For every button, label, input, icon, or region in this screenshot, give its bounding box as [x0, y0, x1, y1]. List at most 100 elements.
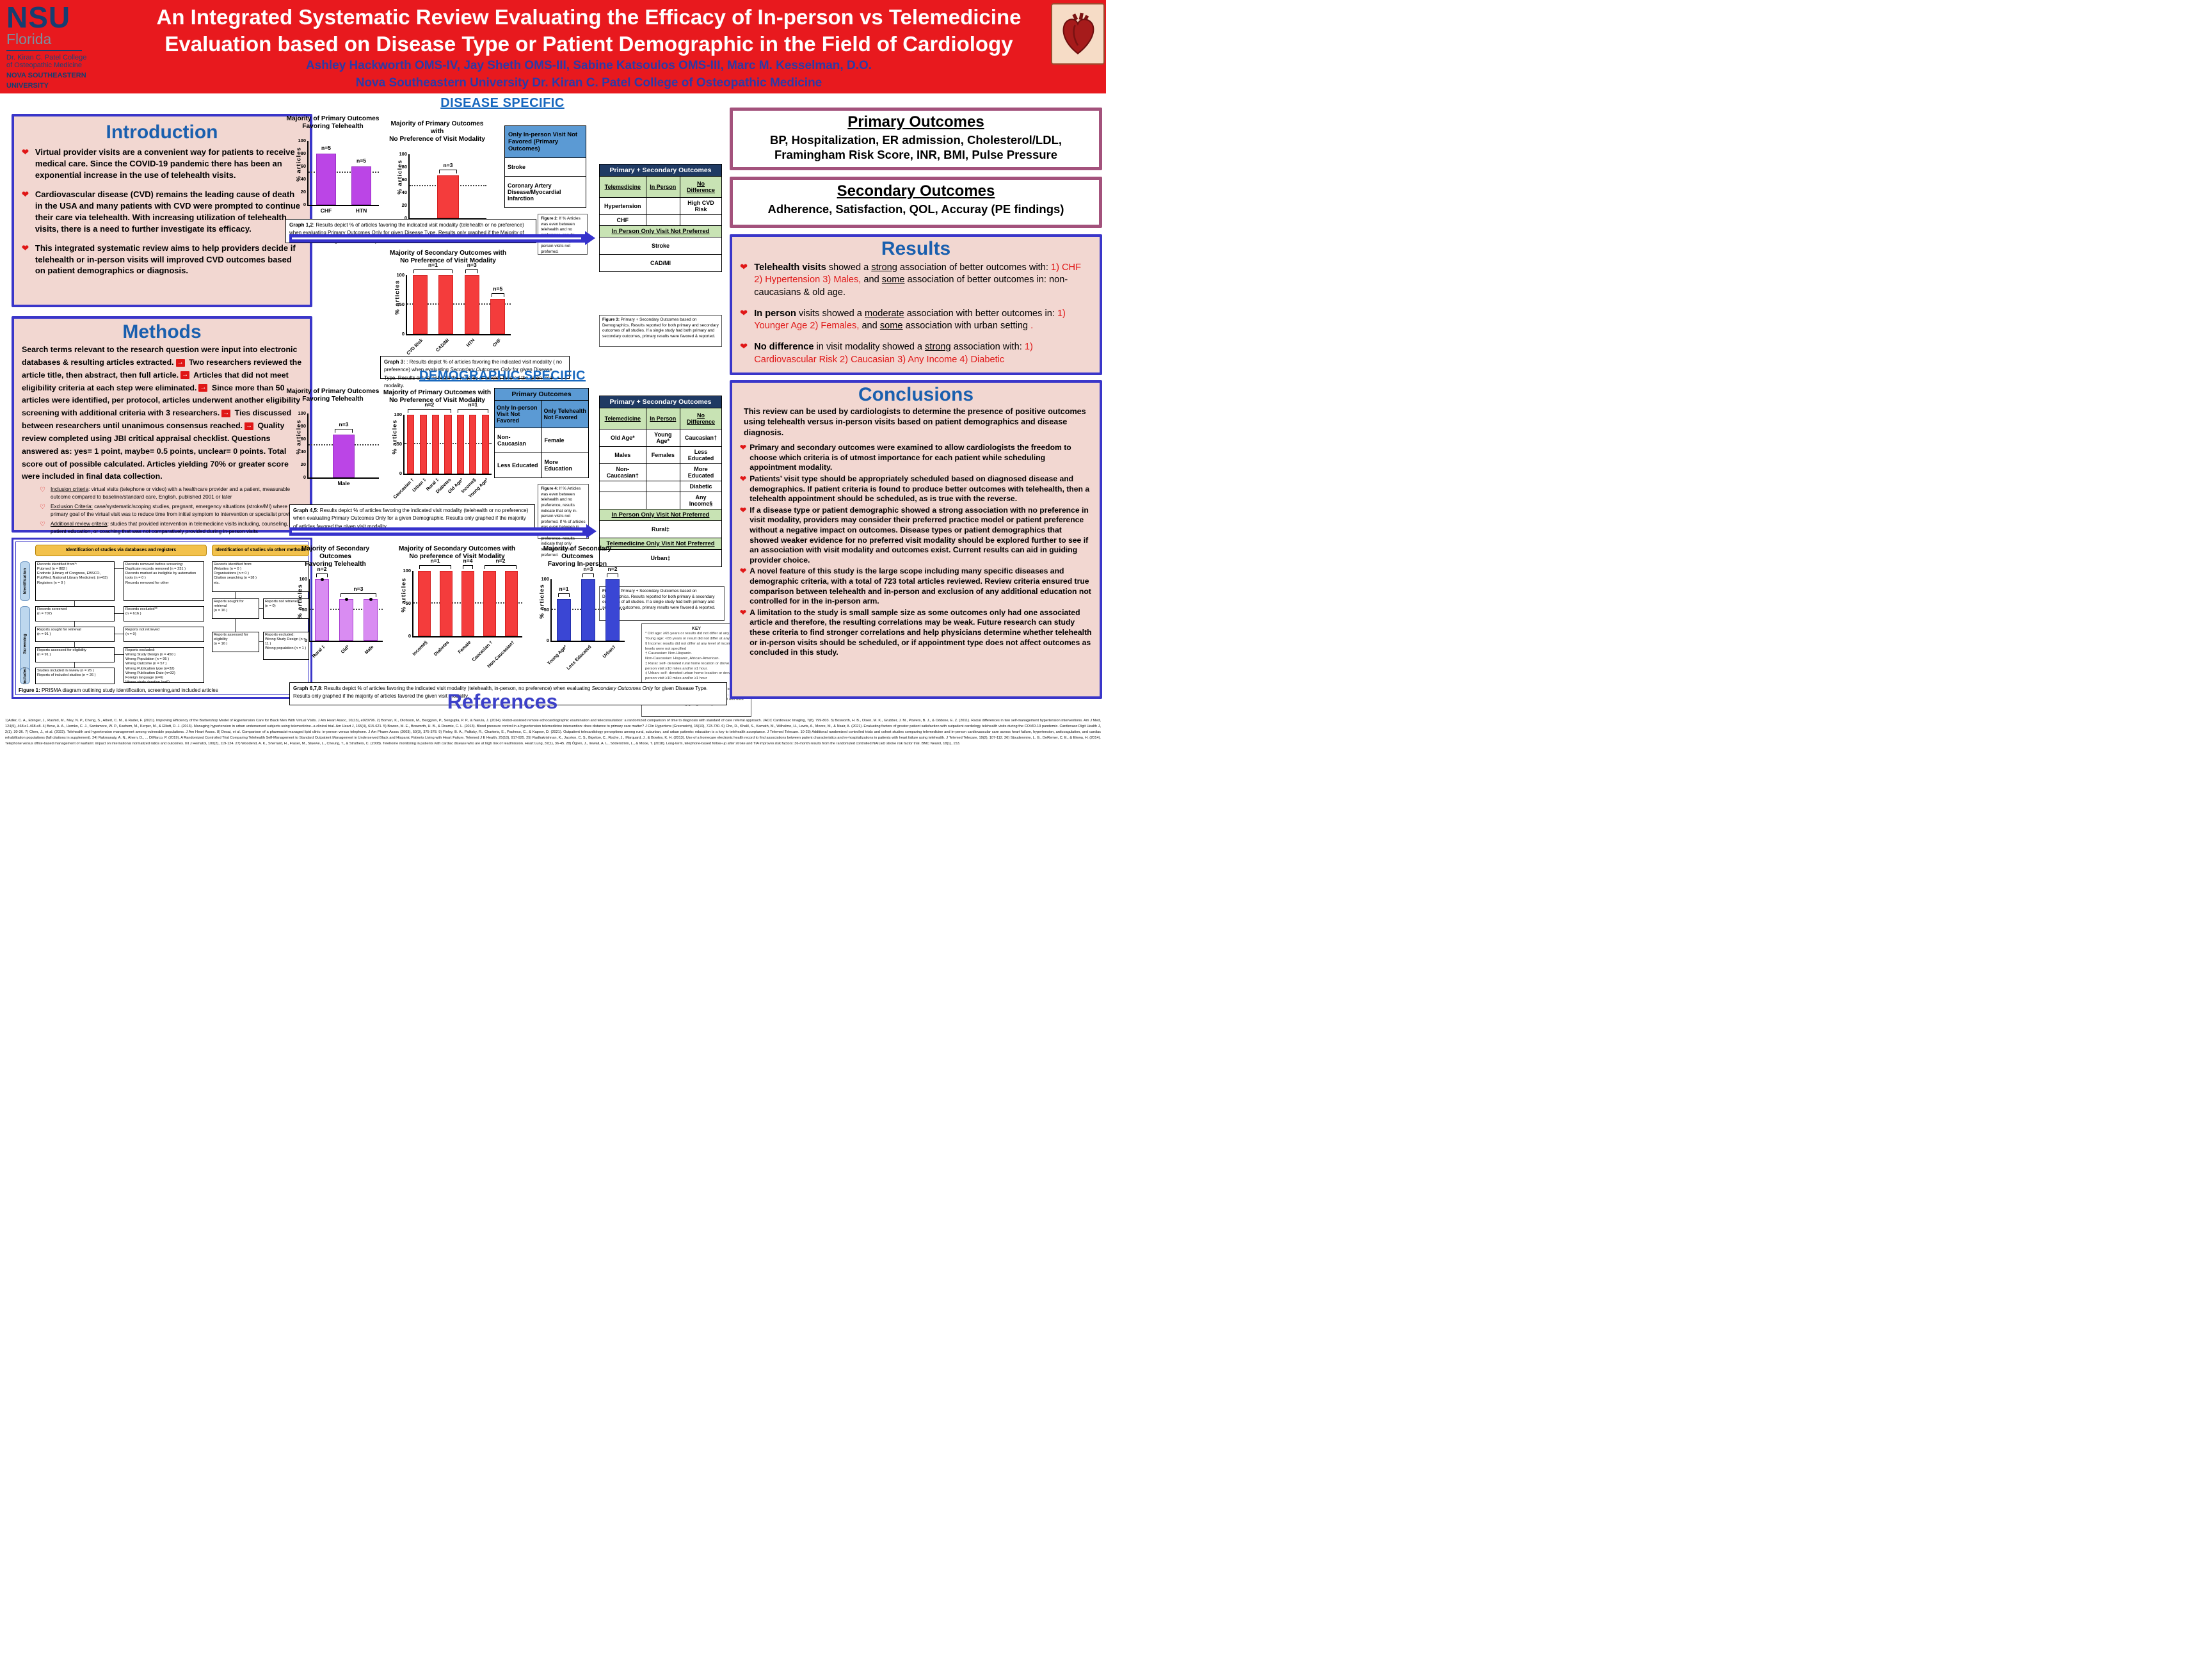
n-label: n=3 — [353, 586, 364, 593]
prisma-studies-included: Studies included in review (n = 26 ) Rep… — [35, 668, 115, 684]
prisma-connector — [115, 568, 124, 569]
n-bracket — [557, 593, 570, 598]
y-tick: 50 — [396, 441, 402, 447]
table-title: Primary + Secondary Outcomes — [599, 164, 722, 177]
bar-Old* — [339, 599, 353, 641]
logo-college-line2: of Osteopathic Medicine — [6, 61, 83, 70]
y-tick: 50 — [543, 606, 549, 613]
poster-title: An Integrated Systematic Review Evaluati… — [141, 4, 1037, 58]
graph5-primary-no-preference-demo: Majority of Primary Outcomes with No Pre… — [381, 389, 493, 500]
table-cell: Non-Caucasian† — [599, 463, 646, 481]
chart-title: Majority of Secondary Outcomes Favoring … — [543, 545, 612, 568]
x-label: HTN — [355, 207, 367, 214]
n-label: n=1 — [559, 586, 569, 593]
bullet-text: Virtual provider visits are a convenient… — [35, 147, 295, 180]
y-tick: 0 — [404, 214, 407, 221]
bullet-item: ❤ Cardiovascular disease (CVD) remains th… — [22, 189, 302, 235]
n-bracket — [465, 269, 479, 274]
graph6-secondary-favoring-telehealth: Majority of Secondary Outcomes Favoring … — [287, 545, 384, 659]
prisma-records-removed: Records removed before screening: Duplic… — [124, 561, 204, 601]
bar-Income§ — [418, 571, 431, 637]
results-box: Results ❤ Telehealth visits showed a stro… — [730, 234, 1102, 375]
bullet-item: ❤ Virtual provider visits are a convenien… — [22, 147, 302, 181]
secondary-outcomes-body: Adherence, Satisfaction, QOL, Accuray (P… — [767, 202, 1064, 216]
heart-icon: ❤ — [740, 443, 747, 453]
conclusions-intro: This review can be used by cardiologists… — [744, 407, 1086, 437]
graph45-caption: Graph 4,5: Results depict % of articles … — [289, 504, 535, 529]
key-line: § Income: results did not differ at any … — [645, 641, 741, 651]
bar-CVD Risk — [412, 275, 428, 335]
table-cell — [599, 481, 646, 492]
y-tick: 0 — [399, 470, 402, 477]
bullet-item: ❤ A novel feature of this study is the la… — [740, 566, 1092, 606]
n-label: n=4 — [463, 557, 473, 565]
y-tick: 0 — [408, 633, 411, 639]
header-banner: NSU Florida Dr. Kiran C. Patel College o… — [0, 0, 1106, 93]
criteria-item: ♡ Additional review criteria: studies tha… — [40, 521, 289, 534]
bar-Male — [333, 435, 355, 478]
open-heart-icon: ♡ — [40, 521, 45, 529]
prisma-other-not-retrieved: Reports not retrieved (n = 0) — [263, 598, 309, 619]
logo-region: Florida — [6, 30, 52, 47]
table-cell: Old Age* — [599, 429, 646, 447]
column-header: Only In-person Visit Not Favored — [494, 400, 542, 428]
bullet-item: ❤ This integrated systematic review aims … — [22, 243, 302, 277]
bar-Young Age* — [481, 415, 489, 474]
table-cell: CHF — [599, 214, 646, 226]
n-bracket — [484, 565, 517, 570]
prisma-side-included: Included — [20, 668, 30, 684]
n-bracket — [334, 429, 353, 433]
table-cell: Coronary Artery Disease/Myocardial Infar… — [504, 176, 586, 208]
n-bracket — [340, 593, 377, 598]
bar-Less Educated — [581, 579, 595, 641]
n-label: n=1 — [428, 262, 438, 269]
key-line: * Old age: ≥65 years or results did not … — [645, 632, 738, 636]
y-axis-label: % articles — [400, 577, 408, 613]
bar-CAD/MI — [438, 275, 454, 335]
n-label: n=2 — [317, 565, 327, 572]
graph1-primary-favoring-telehealth: Majority of Primary Outcomes Favoring Te… — [285, 115, 380, 214]
column-header: In Person — [645, 176, 681, 198]
criteria-item: ♡ Exclusion Criteria: case/systematic/sco… — [40, 504, 298, 517]
prisma-connector — [235, 619, 236, 632]
y-tick: 0 — [303, 202, 306, 208]
table-cell — [645, 197, 681, 215]
chart-title: Majority of Primary Outcomes Favoring Te… — [286, 115, 380, 131]
poster-title-line2: Evaluation based on Disease Type or Pati… — [164, 32, 1013, 56]
prisma-connector — [259, 641, 263, 642]
prisma-other-identified: Records identified from: Websites (n = 0… — [212, 561, 309, 592]
chart-title: Majority of Primary Outcomes Favoring Te… — [286, 388, 380, 403]
table-cell: Females — [645, 446, 681, 464]
prisma-header-databases: Identification of studies via databases … — [35, 545, 207, 556]
table-only-inperson-not-favored: Only In-person Visit Not Favored (Primar… — [504, 125, 586, 208]
table-cell: Less Educated — [680, 446, 722, 464]
bullet-text: No difference in visit modality showed a… — [754, 342, 1033, 365]
references-text: 1)Adler, C. A., Ebinger, J., Rashid, M.,… — [5, 719, 1101, 746]
n-label: n=3 — [443, 161, 453, 168]
methods-box: Methods Search terms relevant to the res… — [12, 316, 312, 534]
n-bracket — [491, 293, 504, 298]
methods-title: Methods — [122, 321, 202, 342]
y-axis-label: % articles — [394, 279, 401, 315]
table-demographic-primary-secondary: Primary + Secondary Outcomes Telemedicine… — [599, 396, 722, 567]
column-header: In Person — [645, 408, 681, 429]
figure3-caption: Figure 3: Primary + Secondary Outcomes b… — [599, 315, 722, 347]
prisma-side-identification: Identification — [20, 561, 30, 601]
flow-arrow-demographic — [289, 524, 599, 541]
bar-Caucasian † — [483, 571, 496, 637]
n-bracket — [606, 573, 619, 577]
prisma-header-other: Identification of studies via other meth… — [212, 545, 309, 556]
bar-Non-Caucasian† — [505, 571, 518, 637]
graph3-caption: Graph 3: : Results depict % of articles … — [380, 356, 570, 389]
conclusions-bullets: ❤ Primary and secondary outcomes were exa… — [740, 443, 1092, 658]
y-tick: 0 — [546, 637, 549, 643]
y-tick: 100 — [298, 410, 306, 417]
y-tick: 80 — [300, 423, 306, 429]
bullet-text: Telehealth visits showed a strong associ… — [754, 262, 1081, 298]
graph678-caption: Graph 6,7,8: Results depict % of article… — [289, 682, 727, 705]
y-tick: 0 — [304, 637, 307, 643]
y-tick: 40 — [300, 176, 306, 182]
table-cell — [645, 481, 681, 492]
table-cell: Hypertension — [599, 197, 646, 215]
poster: NSU Florida Dr. Kiran C. Patel College o… — [0, 0, 1106, 830]
